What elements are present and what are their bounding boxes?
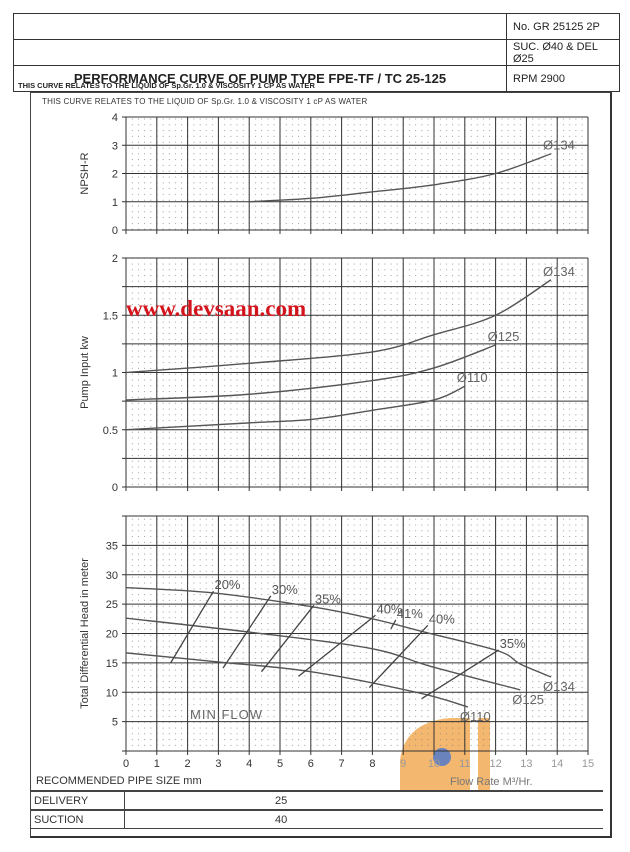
x-tick-label: 14 <box>551 758 563 770</box>
head-ytick-label: 10 <box>106 687 118 699</box>
efficiency-line <box>298 614 376 677</box>
power-ytick-label: 0.5 <box>103 425 118 437</box>
x-axis-label: Flow Rate M³/Hr. <box>450 776 533 788</box>
suction-label: SUCTION <box>30 809 125 829</box>
power-ytick-label: 2 <box>112 253 118 265</box>
x-tick-label: 15 <box>582 758 594 770</box>
power-series-label: Ø125 <box>488 329 520 344</box>
x-tick-label: 9 <box>400 758 406 770</box>
npsh-ytick-label: 0 <box>112 225 118 237</box>
efficiency-label: 30% <box>272 582 298 597</box>
chart-frame <box>30 92 612 838</box>
head-ytick-label: 30 <box>106 570 118 582</box>
x-tick-label: 1 <box>154 758 160 770</box>
head-series-line <box>125 586 552 678</box>
min-flow-label: MIN.FLOW <box>190 707 263 722</box>
head-ytick-label: 25 <box>106 599 118 611</box>
power-series-label: Ø134 <box>543 264 575 279</box>
pipe-size-caption: RECOMMENDED PIPE SIZE mm <box>36 775 202 787</box>
head-series-label: Ø110 <box>460 709 491 724</box>
watermark: www.devsaan.com <box>126 296 307 321</box>
x-tick-label: 8 <box>369 758 375 770</box>
head-series-line <box>125 652 469 708</box>
power-series-label: Ø110 <box>457 370 488 385</box>
table-row: DELIVERY 25 <box>30 790 603 810</box>
npsh-ytick-label: 1 <box>112 197 118 209</box>
efficiency-line <box>390 619 397 630</box>
power-ytick-label: 0 <box>112 482 118 494</box>
efficiency-label: 40% <box>376 601 402 616</box>
x-tick-label: 5 <box>277 758 283 770</box>
npsh-ytick-label: 2 <box>112 169 118 181</box>
head-series-line <box>125 617 521 691</box>
x-tick-label: 13 <box>520 758 532 770</box>
head-ytick-label: 5 <box>112 717 118 729</box>
head-ylabel: Total Differential Head in meter <box>79 558 91 709</box>
power-ylabel: Pump Input kw <box>79 336 91 409</box>
power-series-line <box>125 279 552 374</box>
head-ytick-label: 35 <box>106 540 118 552</box>
power-ytick-label: 1.5 <box>103 310 118 322</box>
rpm: RPM 2900 <box>506 65 620 92</box>
delivery-value: 25 <box>124 790 603 810</box>
x-tick-label: 0 <box>123 758 129 770</box>
x-tick-label: 7 <box>339 758 345 770</box>
efficiency-label: 35% <box>500 636 526 651</box>
head-ytick-label: 15 <box>106 658 118 670</box>
efficiency-line <box>421 649 500 700</box>
npsh-ytick-label: 3 <box>112 140 118 152</box>
table-row: SUCTION 40 <box>30 809 603 829</box>
head-series-label: Ø125 <box>512 692 544 707</box>
x-tick-label: 2 <box>185 758 191 770</box>
efficiency-line <box>170 590 215 664</box>
npsh-series-label: Ø134 <box>543 138 575 153</box>
header-table: No. GR 25125 2P SUC. Ø40 & DEL Ø25 PERFO… <box>13 13 620 92</box>
pipe-size-table: DELIVERY 25 SUCTION 40 <box>30 790 603 829</box>
head-ytick-label: 20 <box>106 629 118 641</box>
x-tick-label: 3 <box>215 758 221 770</box>
head-series-label: Ø134 <box>543 679 575 694</box>
power-series-line <box>125 385 466 431</box>
x-tick-label: 12 <box>489 758 501 770</box>
efficiency-label: 40% <box>429 611 455 626</box>
efficiency-line <box>222 595 272 669</box>
efficiency-line <box>368 624 429 688</box>
efficiency-label: 35% <box>315 591 341 606</box>
power-ytick-label: 1 <box>112 368 118 380</box>
efficiency-line <box>261 604 315 673</box>
connections: SUC. Ø40 & DEL Ø25 <box>506 39 620 66</box>
chart-liquid-note: THIS CURVE RELATES TO THE LIQUID OF Sp.G… <box>42 97 368 106</box>
suction-value: 40 <box>124 809 603 829</box>
x-tick-label: 10 <box>428 758 440 770</box>
efficiency-label: 41% <box>397 606 423 621</box>
efficiency-label: 20% <box>214 577 240 592</box>
npsh-ylabel: NPSH-R <box>79 152 91 194</box>
x-tick-label: 4 <box>246 758 252 770</box>
power-series-line <box>125 344 496 401</box>
liquid-note: THIS CURVE RELATES TO THE LIQUID OF Sp.G… <box>18 81 315 90</box>
npsh-ytick-label: 4 <box>112 112 118 124</box>
npsh-series-line <box>249 153 552 203</box>
delivery-label: DELIVERY <box>30 790 125 810</box>
x-tick-label: 11 <box>459 758 470 770</box>
x-tick-label: 6 <box>308 758 314 770</box>
